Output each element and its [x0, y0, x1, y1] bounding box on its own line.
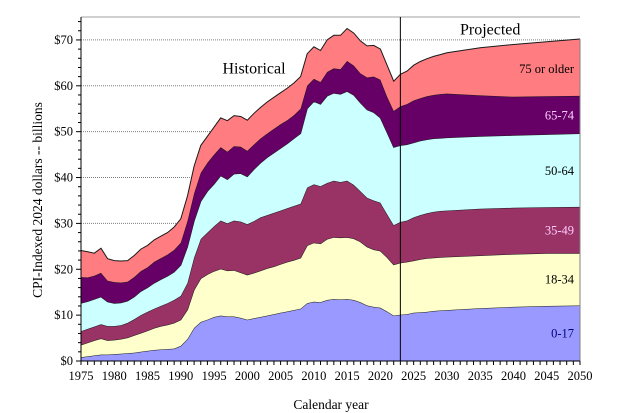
x-tick-label: 2030: [434, 369, 459, 383]
y-axis-ticks: $0 $10 $20 $30 $40 $50 $60 $70: [54, 21, 81, 368]
area-75-or-older: [81, 28, 580, 283]
y-tick-label: $10: [54, 308, 73, 322]
y-tick-label: $0: [61, 354, 74, 368]
x-tick-label: 1980: [102, 369, 127, 383]
series-label-0-17: 0-17: [551, 326, 574, 340]
x-tick-label: 2020: [368, 369, 393, 383]
series-label-18-34: 18-34: [545, 273, 575, 287]
series-label-65-74: 65-74: [545, 108, 575, 122]
x-tick-label: 1990: [168, 369, 193, 383]
x-tick-label: 1985: [135, 369, 160, 383]
x-tick-label: 2045: [534, 369, 559, 383]
y-tick-label: $30: [54, 216, 73, 230]
x-tick-label: 1995: [202, 369, 227, 383]
area-0-17: [81, 299, 580, 361]
series-label-50-64: 50-64: [545, 164, 575, 178]
y-tick-label: $50: [54, 125, 73, 139]
y-axis-title: CPI-Indexed 2024 dollars -- billions: [30, 102, 45, 298]
annotation-projected: Projected: [460, 21, 520, 38]
area-18-34: [81, 237, 580, 358]
x-tick-label: 2010: [301, 369, 326, 383]
x-tick-label: 1975: [69, 369, 94, 383]
x-axis-title: Calendar year: [293, 397, 369, 412]
y-tick-label: $20: [54, 262, 73, 276]
x-tick-label: 2040: [501, 369, 526, 383]
y-tick-label: $40: [54, 171, 73, 185]
x-tick-label: 2015: [335, 369, 360, 383]
x-tick-label: 2035: [468, 369, 493, 383]
annotation-historical: Historical: [222, 60, 286, 77]
y-tick-label: $60: [54, 79, 73, 93]
series-label-75-or-older: 75 or older: [519, 62, 575, 76]
series-label-35-49: 35-49: [545, 223, 574, 237]
series-labels: 0-17 18-34 35-49 50-64 65-74 75 or older: [519, 62, 575, 340]
x-tick-label: 2000: [235, 369, 260, 383]
x-tick-label: 2025: [401, 369, 426, 383]
area-65-74: [81, 61, 580, 304]
x-axis-ticks: 1975 1980 1985 1990 1995 2000 2005 2010 2015 2020…: [69, 361, 593, 383]
gridlines: [81, 16, 580, 316]
x-tick-label: 2005: [268, 369, 293, 383]
stacked-areas: [80, 27, 581, 361]
y-tick-label: $70: [54, 33, 73, 47]
x-tick-label: 2050: [568, 369, 593, 383]
axes: [80, 17, 580, 362]
area-edge-75-or-older: [80, 27, 581, 262]
area-50-64: [81, 91, 580, 332]
area-35-49: [81, 180, 580, 345]
